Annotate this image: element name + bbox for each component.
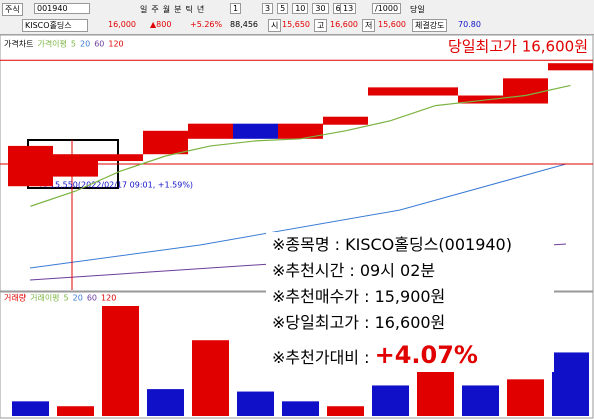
candle-body — [458, 95, 503, 104]
period-button[interactable]: 틱 — [185, 5, 193, 14]
open: 15,650 — [282, 20, 310, 29]
interval-button[interactable]: 30 — [312, 3, 329, 14]
candle-body — [548, 63, 593, 71]
legend-entry: 120 — [108, 40, 123, 49]
high-label: 고 — [314, 19, 328, 32]
open-label: 시 — [268, 19, 282, 32]
legend-entry: 20 — [80, 40, 90, 49]
candle-body — [53, 154, 98, 177]
volume: 88,456 — [230, 20, 258, 29]
legend-entry: 5 — [64, 294, 69, 303]
volume-bar — [57, 406, 94, 416]
diff-value: +4.07% — [374, 341, 478, 369]
info-line: ※종목명 : KISCO홀딩스(001940) — [272, 235, 512, 254]
legend-entry: 120 — [101, 294, 116, 303]
candle-body — [413, 87, 458, 96]
candle-body — [143, 130, 188, 155]
volume-bar — [552, 352, 589, 416]
stock-name: KISCO홀딩스 — [22, 19, 88, 32]
candle-body — [233, 123, 278, 139]
volume-bar — [12, 401, 49, 416]
candle-body — [278, 123, 323, 139]
interval-button[interactable]: 3 — [262, 3, 274, 14]
info-line: ※당일최고가 : 16,600원 — [272, 313, 446, 332]
volume-bar — [192, 340, 229, 416]
legend-entry: 거래이평 — [30, 293, 59, 303]
info-line: ※추천시간 : 09시 02분 — [272, 261, 436, 280]
legend-entry: 가격차트 — [4, 39, 33, 49]
volume-bar — [507, 379, 544, 416]
change: ▲800 — [150, 20, 172, 29]
annotation: 저 15,550(2022/02/17 09:01, +1.59%) — [40, 181, 193, 190]
period[interactable]: 1 — [230, 3, 242, 14]
volume-bar — [147, 389, 184, 416]
low-label: 저 — [362, 19, 376, 32]
code[interactable]: 001940 — [34, 3, 90, 14]
volume-bar — [237, 391, 274, 416]
period-button[interactable]: 일 — [140, 5, 148, 14]
candle-body — [98, 154, 143, 162]
legend-entry: 가격이평 — [37, 39, 66, 49]
strength-label: 체결강도 — [412, 19, 448, 32]
legend-entry: 20 — [73, 294, 83, 303]
strength: 70.80 — [458, 20, 481, 29]
volume-bar — [102, 306, 139, 416]
market[interactable]: 주식 — [2, 3, 23, 16]
info-line: ※추천매수가 : 15,900원 — [272, 287, 446, 306]
candle-body — [188, 123, 233, 139]
info-line: ※추천가대비 : +4.07% — [272, 342, 554, 371]
volume-bar — [372, 385, 409, 416]
volume-bar — [462, 385, 499, 416]
volume-bar — [327, 406, 364, 416]
rate: +5.26% — [190, 20, 223, 29]
legend-entry: 거래량 — [4, 293, 27, 303]
ma-line — [29, 163, 567, 269]
legend-entry: 5 — [71, 40, 76, 49]
interval-button[interactable]: 5 — [277, 3, 289, 14]
count[interactable]: 13 — [340, 3, 357, 14]
period-button[interactable]: 월 — [162, 5, 171, 14]
volume-bar — [282, 401, 319, 416]
candle-body — [368, 87, 413, 96]
low: 15,600 — [378, 20, 406, 29]
period-button[interactable]: 년 — [196, 5, 205, 14]
legend-entry: 60 — [87, 294, 97, 303]
period-button[interactable]: 분 — [174, 5, 182, 14]
price: 16,000 — [108, 20, 136, 29]
candle-body — [503, 78, 548, 104]
legend-entry: 60 — [94, 40, 104, 49]
info-box: ※종목명 : KISCO홀딩스(001940) ※추천시간 : 09시 02분 ※추… — [266, 232, 554, 372]
count-max: /1000 — [372, 3, 402, 14]
candle-body — [8, 145, 53, 187]
candle-body — [323, 116, 368, 125]
period-button[interactable]: 주 — [151, 5, 159, 14]
interval-button[interactable]: 10 — [292, 3, 309, 14]
today[interactable]: 당일 — [410, 5, 425, 14]
high-label: 당일최고가 16,600원 — [448, 38, 588, 56]
ma5-line — [30, 84, 571, 207]
high: 16,600 — [330, 20, 358, 29]
diff-label: ※추천가대비 : — [272, 348, 375, 367]
